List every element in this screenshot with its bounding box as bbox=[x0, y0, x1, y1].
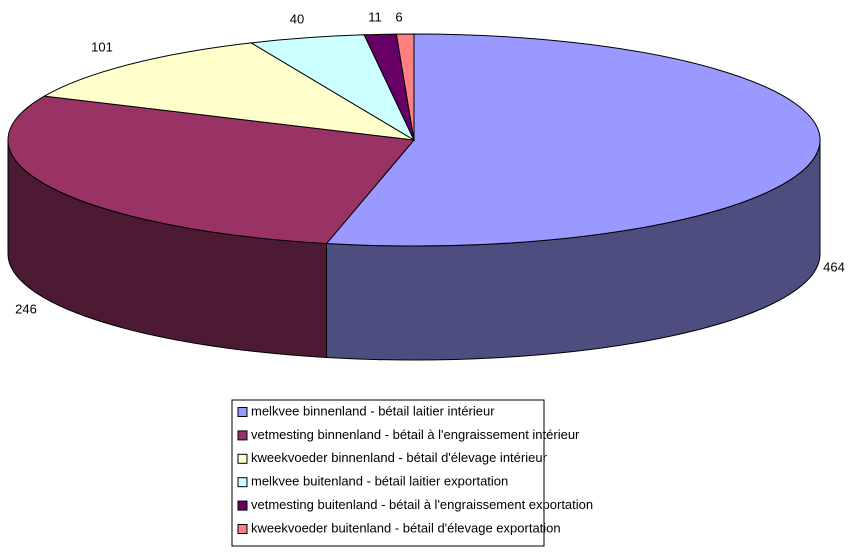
legend-swatch bbox=[237, 453, 248, 464]
data-label: 246 bbox=[15, 301, 37, 316]
legend-swatch bbox=[237, 407, 248, 417]
legend: melkvee binnenland - bétail laitier inté… bbox=[237, 403, 593, 535]
legend-label: kweekvoeder binnenland - bétail d'élevag… bbox=[251, 450, 548, 465]
legend-label: vetmesting buitenland - bétail à l'engra… bbox=[251, 497, 593, 512]
data-label: 101 bbox=[91, 39, 113, 54]
legend-swatch bbox=[237, 500, 248, 511]
legend-label: vetmesting binnenland - bétail à l'engra… bbox=[251, 427, 580, 442]
legend-label: kweekvoeder buitenland - bétail d'élevag… bbox=[251, 520, 561, 535]
slice bbox=[325, 33, 821, 247]
data-label: 40 bbox=[290, 11, 304, 26]
pie bbox=[7, 33, 821, 361]
data-label: 6 bbox=[395, 9, 402, 24]
legend-swatch bbox=[237, 430, 248, 441]
legend-box bbox=[231, 399, 545, 547]
slice bbox=[42, 42, 415, 141]
data-label: 464 bbox=[823, 259, 845, 274]
legend-swatch bbox=[237, 524, 248, 534]
legend-swatch bbox=[237, 477, 248, 488]
legend-label: melkvee buitenland - bétail laitier expo… bbox=[251, 474, 508, 489]
legend-label: melkvee binnenland - bétail laitier inté… bbox=[251, 403, 495, 418]
slice bbox=[395, 33, 415, 141]
data-label: 11 bbox=[368, 9, 382, 24]
data-labels: 464 246 101 40 11 6 bbox=[15, 9, 845, 316]
slice bbox=[7, 95, 415, 245]
